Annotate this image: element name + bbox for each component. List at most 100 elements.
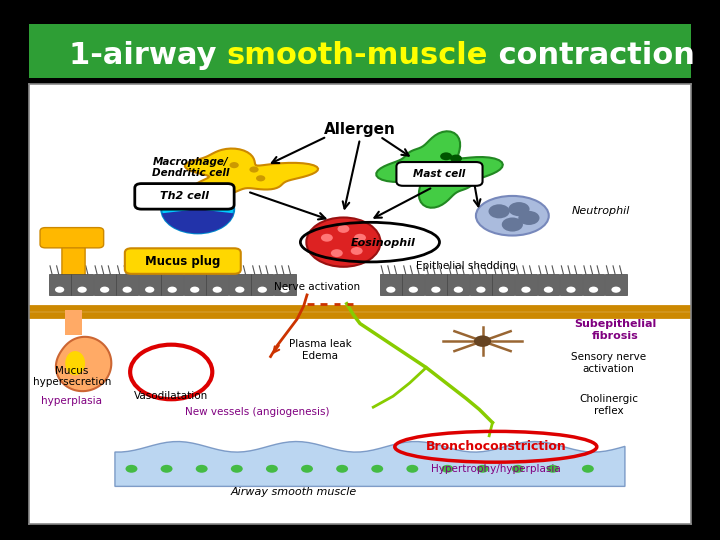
Bar bbox=[538, 274, 559, 295]
Circle shape bbox=[190, 287, 199, 293]
Circle shape bbox=[450, 154, 462, 163]
Bar bbox=[139, 274, 161, 295]
Circle shape bbox=[521, 287, 531, 293]
Text: Subepithelial
fibrosis: Subepithelial fibrosis bbox=[574, 319, 656, 341]
Circle shape bbox=[582, 465, 594, 472]
FancyBboxPatch shape bbox=[66, 310, 82, 335]
Bar bbox=[207, 274, 228, 295]
FancyBboxPatch shape bbox=[397, 162, 482, 186]
Text: Mast cell: Mast cell bbox=[413, 169, 466, 179]
Text: Mucus
hypersecretion: Mucus hypersecretion bbox=[32, 366, 111, 387]
Bar bbox=[425, 274, 447, 295]
Text: New vessels (angiogenesis): New vessels (angiogenesis) bbox=[185, 407, 330, 416]
Circle shape bbox=[336, 465, 348, 472]
Circle shape bbox=[476, 287, 485, 293]
Text: Plasma leak
Edema: Plasma leak Edema bbox=[289, 339, 351, 361]
Text: 1-airway: 1-airway bbox=[68, 41, 227, 70]
Circle shape bbox=[354, 234, 366, 242]
Circle shape bbox=[477, 465, 488, 472]
Circle shape bbox=[386, 287, 395, 293]
Bar bbox=[274, 274, 296, 295]
Text: Nerve activation: Nerve activation bbox=[274, 282, 360, 292]
Bar bbox=[229, 274, 251, 295]
Circle shape bbox=[230, 162, 239, 168]
FancyBboxPatch shape bbox=[62, 240, 85, 278]
Circle shape bbox=[508, 202, 530, 216]
FancyBboxPatch shape bbox=[125, 248, 240, 274]
Circle shape bbox=[409, 287, 418, 293]
Bar bbox=[184, 274, 206, 295]
Circle shape bbox=[456, 170, 469, 178]
Bar bbox=[515, 274, 537, 295]
Bar bbox=[94, 274, 116, 295]
Bar bbox=[116, 274, 138, 295]
FancyBboxPatch shape bbox=[135, 184, 234, 209]
Text: Airway smooth muscle: Airway smooth muscle bbox=[230, 487, 357, 497]
Text: Bronchoconstriction: Bronchoconstriction bbox=[426, 440, 566, 453]
Circle shape bbox=[145, 287, 154, 293]
Circle shape bbox=[212, 287, 222, 293]
Bar bbox=[402, 274, 424, 295]
Circle shape bbox=[502, 218, 523, 232]
Circle shape bbox=[546, 465, 559, 472]
Text: Eosinophil: Eosinophil bbox=[351, 239, 415, 248]
Circle shape bbox=[512, 465, 523, 472]
Circle shape bbox=[231, 465, 243, 472]
Text: Sensory nerve
activation: Sensory nerve activation bbox=[571, 353, 646, 374]
Bar bbox=[605, 274, 627, 295]
Polygon shape bbox=[56, 337, 112, 391]
Text: smooth-muscle: smooth-muscle bbox=[227, 41, 488, 70]
Bar bbox=[71, 274, 93, 295]
Circle shape bbox=[427, 177, 438, 185]
Circle shape bbox=[351, 247, 363, 255]
Circle shape bbox=[518, 211, 539, 225]
Text: Hypertrophy/hyperplasia: Hypertrophy/hyperplasia bbox=[431, 464, 561, 474]
Bar bbox=[492, 274, 514, 295]
Circle shape bbox=[331, 249, 343, 257]
Text: Neutrophil: Neutrophil bbox=[572, 206, 630, 217]
Circle shape bbox=[301, 465, 313, 472]
Text: Allergen: Allergen bbox=[324, 123, 396, 137]
Text: Vasodilatation: Vasodilatation bbox=[134, 391, 208, 401]
Circle shape bbox=[266, 465, 278, 472]
Ellipse shape bbox=[66, 351, 85, 375]
Circle shape bbox=[256, 176, 265, 181]
Circle shape bbox=[78, 287, 87, 293]
Bar bbox=[251, 274, 273, 295]
Circle shape bbox=[488, 204, 510, 218]
Text: Mucus plug: Mucus plug bbox=[145, 254, 221, 267]
Ellipse shape bbox=[476, 196, 549, 235]
Bar bbox=[582, 274, 604, 295]
Circle shape bbox=[414, 161, 426, 169]
Circle shape bbox=[611, 287, 621, 293]
Bar bbox=[380, 274, 402, 295]
Circle shape bbox=[441, 465, 454, 472]
Circle shape bbox=[125, 465, 138, 472]
Text: Epithelial shedding: Epithelial shedding bbox=[416, 261, 516, 271]
Circle shape bbox=[567, 287, 575, 293]
Polygon shape bbox=[185, 148, 318, 199]
Circle shape bbox=[249, 166, 258, 173]
Circle shape bbox=[280, 287, 289, 293]
Text: contraction: contraction bbox=[488, 41, 695, 70]
Circle shape bbox=[55, 287, 64, 293]
Bar bbox=[470, 274, 492, 295]
Circle shape bbox=[431, 287, 441, 293]
Circle shape bbox=[406, 465, 418, 472]
Circle shape bbox=[122, 287, 132, 293]
Circle shape bbox=[168, 287, 177, 293]
Bar bbox=[49, 274, 71, 295]
Text: hyperplasia: hyperplasia bbox=[41, 396, 102, 407]
Circle shape bbox=[544, 287, 553, 293]
Polygon shape bbox=[115, 442, 625, 487]
Circle shape bbox=[589, 287, 598, 293]
Circle shape bbox=[454, 287, 463, 293]
Circle shape bbox=[235, 287, 244, 293]
FancyBboxPatch shape bbox=[40, 228, 104, 248]
Wedge shape bbox=[162, 209, 233, 233]
Circle shape bbox=[372, 465, 383, 472]
Text: Macrophage/
Dendritic cell: Macrophage/ Dendritic cell bbox=[153, 157, 230, 178]
Circle shape bbox=[499, 287, 508, 293]
Bar bbox=[161, 274, 183, 295]
Circle shape bbox=[306, 218, 381, 267]
